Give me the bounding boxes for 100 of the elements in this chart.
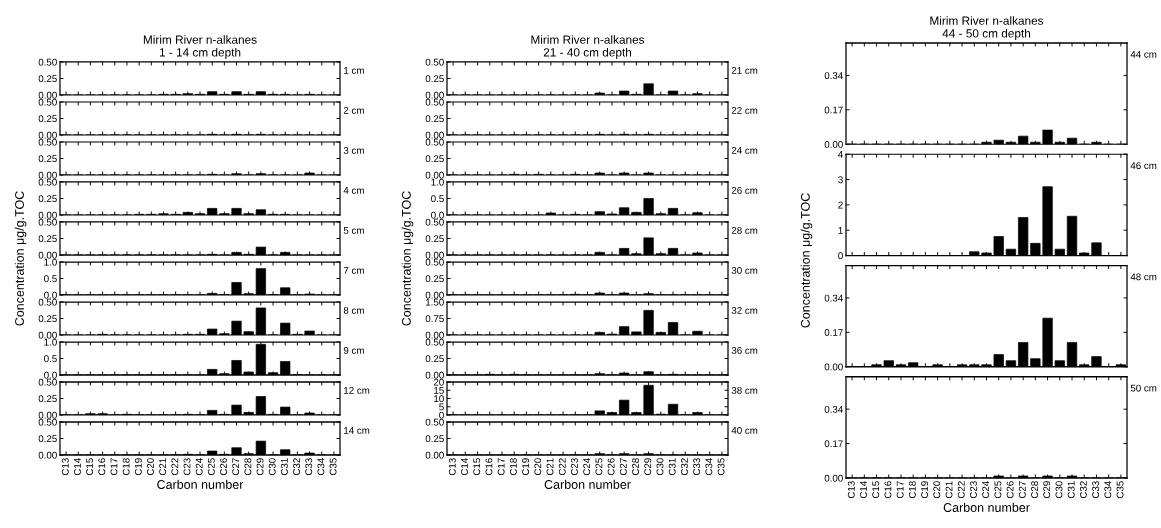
y-tick-label: 0.50 bbox=[425, 98, 444, 106]
y-tick-label: 2 bbox=[838, 201, 843, 209]
text: 44 cm bbox=[1130, 50, 1157, 58]
x-tick-label: C34 bbox=[1104, 481, 1112, 499]
y-tick-label: 0.00 bbox=[824, 363, 843, 371]
y-axis-title: Concentration μg/g.TOC bbox=[14, 191, 27, 326]
y-tick-label: 0.17 bbox=[824, 106, 843, 114]
x-tick-label: C14 bbox=[73, 458, 81, 476]
x-tick-label: C26 bbox=[607, 458, 615, 476]
y-tick-label: 0.50 bbox=[38, 418, 57, 426]
text: 2 cm bbox=[343, 106, 364, 114]
x-tick-label: C35 bbox=[329, 458, 337, 476]
y-tick-label: 0.50 bbox=[425, 418, 444, 426]
x-tick-label: C31 bbox=[280, 458, 288, 476]
x-axis-title: Carbon number bbox=[943, 502, 1030, 512]
text: 3 cm bbox=[343, 146, 364, 154]
y-tick-label: 0.25 bbox=[38, 155, 57, 163]
x-tick-label: C27 bbox=[619, 458, 627, 476]
y-tick-label: 0.00 bbox=[425, 171, 444, 179]
y-tick-label: 0.00 bbox=[38, 91, 57, 99]
y-tick-label: 0.17 bbox=[824, 440, 843, 448]
x-tick-label: C16 bbox=[485, 458, 493, 476]
x-tick-label: C13 bbox=[847, 481, 855, 499]
y-tick-label: 3 bbox=[838, 176, 843, 184]
x-tick-label: C35 bbox=[1116, 481, 1124, 499]
y-tick-label: 0.50 bbox=[425, 58, 444, 66]
x-tick-label: C15 bbox=[872, 481, 880, 499]
x-tick-label: C28 bbox=[1031, 481, 1038, 499]
x-tick-label: C33 bbox=[693, 458, 701, 476]
y-tick-label: 0.00 bbox=[425, 91, 444, 99]
x-tick-label: C13 bbox=[448, 458, 456, 476]
x-tick-label: C25 bbox=[994, 481, 1002, 499]
y-tick-label: 10 bbox=[434, 395, 444, 403]
y-tick-label: 0.00 bbox=[38, 211, 57, 219]
y-tick-label: 0.00 bbox=[425, 251, 444, 259]
y-tick-label: 0.00 bbox=[38, 411, 57, 419]
y-tick-label: 0.25 bbox=[425, 275, 444, 283]
y-tick-label: 0.34 bbox=[824, 294, 843, 302]
x-tick-label: C30 bbox=[1055, 481, 1063, 499]
y-tick-label: 0 bbox=[838, 252, 843, 260]
y-tick-label: 0.00 bbox=[824, 140, 843, 148]
x-tick-label: C29 bbox=[256, 458, 264, 476]
y-tick-label: 0.00 bbox=[425, 291, 444, 299]
y-tick-label: 0.00 bbox=[425, 371, 444, 379]
y-tick-label: 1.50 bbox=[426, 298, 444, 306]
y-tick-label: 0.50 bbox=[38, 98, 57, 106]
y-tick-label: 0.0 bbox=[431, 211, 444, 219]
chart-subtitle: 21 - 40 cm depth bbox=[543, 47, 632, 59]
y-tick-label: 0.5 bbox=[44, 355, 57, 363]
x-tick-label: C25 bbox=[595, 458, 603, 476]
x-tick-label: C27 bbox=[232, 458, 240, 476]
y-axis-title: Concentration μg/g.TOC bbox=[800, 193, 813, 328]
y-tick-label: 0 bbox=[439, 411, 444, 419]
text: 50 cm bbox=[1130, 384, 1157, 392]
x-tick-label: C20 bbox=[933, 481, 941, 499]
x-tick-label: C20 bbox=[147, 458, 154, 476]
y-tick-label: 0.5 bbox=[431, 195, 444, 203]
y-tick-label: 0.25 bbox=[38, 395, 57, 403]
y-tick-label: 0.50 bbox=[425, 138, 444, 146]
y-tick-label: 0.50 bbox=[38, 178, 57, 186]
text: 5 cm bbox=[343, 227, 364, 234]
x-tick-label: C17 bbox=[110, 458, 118, 476]
x-tick-label: C29 bbox=[644, 458, 652, 476]
x-tick-label: C19 bbox=[522, 458, 530, 476]
y-tick-label: 5 bbox=[439, 403, 444, 411]
x-tick-label: C16 bbox=[98, 458, 106, 476]
y-tick-label: 0.25 bbox=[38, 195, 57, 203]
x-tick-label: C14 bbox=[860, 481, 867, 499]
x-tick-label: C28 bbox=[632, 458, 639, 476]
x-axis-title: Carbon number bbox=[544, 479, 631, 489]
x-tick-label: C31 bbox=[1067, 481, 1075, 499]
y-axis-title: Concentration μg/g.TOC bbox=[401, 191, 414, 326]
text: 1 cm bbox=[344, 67, 364, 74]
y-tick-label: 0.50 bbox=[38, 138, 57, 146]
x-tick-label: C34 bbox=[317, 458, 325, 476]
x-tick-label: C21 bbox=[546, 458, 554, 476]
y-tick-label: 15 bbox=[434, 387, 444, 394]
text: 38 cm bbox=[731, 386, 758, 394]
y-tick-label: 4 bbox=[838, 151, 843, 158]
x-tick-label: C15 bbox=[86, 458, 94, 476]
y-tick-label: 0.00 bbox=[38, 171, 57, 179]
y-tick-label: 0.00 bbox=[38, 451, 57, 459]
x-tick-label: C26 bbox=[1006, 481, 1014, 499]
x-tick-label: C16 bbox=[884, 481, 892, 499]
text: 22 cm bbox=[731, 106, 758, 114]
y-tick-label: 0.25 bbox=[38, 315, 57, 323]
chart-title: Mirim River n-alkanes bbox=[531, 35, 645, 44]
x-tick-label: C19 bbox=[921, 481, 929, 499]
y-tick-label: 0.25 bbox=[38, 75, 57, 83]
text: 21 cm bbox=[731, 66, 758, 74]
y-tick-label: 0.25 bbox=[38, 435, 57, 443]
y-tick-label: 0.25 bbox=[425, 115, 444, 123]
y-tick-label: 0.25 bbox=[425, 435, 444, 443]
x-tick-label: C17 bbox=[497, 458, 505, 476]
text: 24 cm bbox=[731, 146, 758, 154]
x-tick-label: C25 bbox=[207, 458, 215, 476]
y-tick-label: 0.75 bbox=[425, 315, 444, 323]
chart-subtitle: 44 - 50 cm depth bbox=[942, 28, 1031, 40]
y-tick-label: 0.34 bbox=[824, 72, 843, 80]
y-tick-label: 0.25 bbox=[425, 155, 444, 163]
